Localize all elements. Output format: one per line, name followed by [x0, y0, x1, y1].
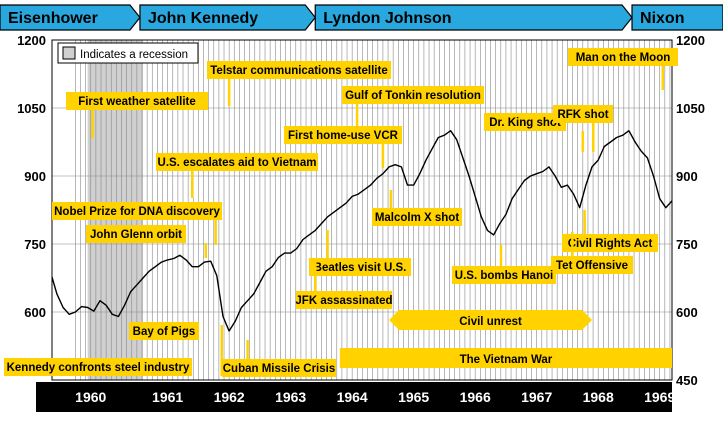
president-label: Eisenhower: [8, 10, 98, 27]
annotation-box: [309, 258, 411, 276]
x-tick-label: 1968: [583, 389, 614, 405]
annotation-label: Beatles visit U.S.: [314, 262, 407, 274]
annotation-box: [86, 225, 186, 243]
annotation-label: Bay of Pigs: [133, 326, 196, 338]
annotation-label: U.S. bombs Hanoi: [455, 270, 553, 282]
annotation-box: [562, 234, 658, 252]
annotation-box: [284, 126, 402, 144]
span-label: Civil unrest: [459, 316, 522, 328]
annotation-label: Gulf of Tonkin resolution: [345, 90, 481, 102]
annotation-box: [296, 291, 392, 309]
span-civil-unrest: [389, 310, 593, 330]
x-tick-label: 1960: [75, 389, 106, 405]
annotation-label: Civil Rights Act: [568, 238, 653, 250]
span-label: The Vietnam War: [460, 354, 553, 366]
president-label: Lyndon Johnson: [323, 10, 451, 27]
annotation-box: [207, 61, 391, 79]
y-tick-label-right: 750: [676, 237, 698, 252]
president-banner: [314, 4, 633, 31]
x-tick-label: 1965: [398, 389, 429, 405]
legend-box: [57, 42, 199, 64]
y-tick-label-right: 1200: [676, 33, 705, 48]
annotation-box: [4, 358, 192, 376]
y-tick-label-left: 1050: [17, 101, 46, 116]
president-label: Nixon: [640, 10, 684, 27]
president-banner: [0, 4, 141, 31]
annotation-label: Man on the Moon: [576, 52, 671, 64]
y-tick-label-left: 900: [24, 169, 46, 184]
annotation-box: [156, 153, 318, 171]
x-tick-label: 1961: [152, 389, 183, 405]
x-tick-label: 1962: [214, 389, 245, 405]
annotation-label: Cuban Missile Crisis: [223, 363, 335, 375]
y-tick-label-right: 450: [676, 373, 698, 388]
x-tick-label: 1969: [644, 389, 675, 405]
annotation-label: John Glenn orbit: [90, 229, 182, 241]
annotation-label: Nobel Prize for DNA discovery: [54, 206, 220, 218]
annotation-label: Dr. King shot: [489, 117, 561, 129]
y-tick-label-left: 1200: [17, 33, 46, 48]
year-bar: [36, 382, 672, 412]
annotation-label: Malcolm X shot: [375, 212, 460, 224]
x-tick-label: 1964: [337, 389, 368, 405]
x-tick-label: 1966: [460, 389, 491, 405]
annotation-box: [452, 266, 556, 284]
legend-swatch: [62, 46, 76, 60]
y-tick-label-left: 600: [24, 305, 46, 320]
annotation-label: First weather satellite: [78, 96, 196, 108]
president-banner: [139, 4, 317, 31]
annotation-label: RFK shot: [557, 109, 608, 121]
annotation-box: [66, 92, 208, 110]
annotation-box: [553, 105, 613, 123]
x-tick-label: 1967: [521, 389, 552, 405]
series-line: [51, 130, 673, 332]
annotation-box: [484, 113, 566, 131]
span-vietnam-war: [339, 348, 672, 368]
annotation-box: [342, 86, 484, 104]
annotation-box: [372, 208, 462, 226]
annotation-box: [222, 359, 336, 377]
annotation-label: U.S. escalates aid to Vietnam: [158, 157, 317, 169]
y-tick-label-right: 1050: [676, 101, 705, 116]
annotation-label: Tet Offensive: [556, 260, 628, 272]
annotation-label: Telstar communications satellite: [210, 65, 387, 77]
annotation-box: [129, 322, 199, 340]
annotation-box: [568, 48, 678, 66]
y-tick-label-right: 900: [676, 169, 698, 184]
president-label: John Kennedy: [148, 10, 258, 27]
president-banner: [631, 4, 723, 31]
y-tick-label-left: 750: [24, 237, 46, 252]
annotation-box: [551, 256, 633, 274]
y-tick-label-right: 600: [676, 305, 698, 320]
annotation-label: First home-use VCR: [288, 130, 399, 142]
annotation-box: [52, 202, 222, 220]
annotation-label: JFK assassinated: [295, 295, 392, 307]
x-tick-label: 1963: [275, 389, 306, 405]
annotation-label: Kennedy confronts steel industry: [7, 362, 190, 374]
legend-label: Indicates a recession: [80, 49, 188, 61]
